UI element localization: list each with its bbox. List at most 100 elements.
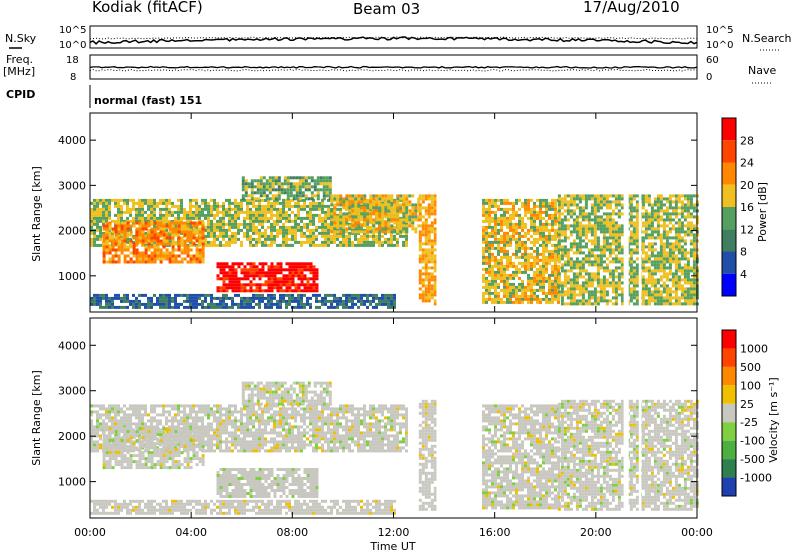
power-cell bbox=[408, 224, 412, 228]
power-cell bbox=[372, 243, 375, 247]
power-cell bbox=[617, 230, 621, 234]
power-cell bbox=[692, 239, 696, 243]
power-cell bbox=[381, 221, 385, 225]
power-cell bbox=[433, 236, 437, 240]
power-cell bbox=[620, 224, 624, 228]
power-cell bbox=[348, 194, 352, 198]
power-cell bbox=[279, 296, 282, 300]
power-cell bbox=[581, 233, 585, 237]
power-cell bbox=[518, 300, 521, 304]
power-cell bbox=[647, 197, 651, 201]
power-cell bbox=[366, 227, 370, 231]
power-cell bbox=[494, 210, 497, 214]
power-cell bbox=[494, 264, 497, 268]
power-cell bbox=[165, 236, 169, 240]
power-cell bbox=[322, 176, 326, 180]
power-cell bbox=[348, 206, 352, 210]
power-cell bbox=[393, 243, 396, 247]
power-cell bbox=[500, 198, 503, 202]
power-cell bbox=[427, 233, 431, 237]
power-cell bbox=[656, 263, 660, 267]
power-cell bbox=[162, 221, 166, 225]
power-cell bbox=[635, 200, 639, 204]
power-cell bbox=[219, 299, 222, 303]
power-cell bbox=[527, 252, 530, 256]
power-cell bbox=[267, 234, 270, 238]
power-cell bbox=[671, 200, 675, 204]
power-cell bbox=[692, 263, 696, 267]
power-cell bbox=[276, 210, 279, 214]
power-cell bbox=[147, 219, 150, 223]
power-cell bbox=[554, 288, 557, 292]
power-cell bbox=[285, 277, 289, 281]
power-cell bbox=[117, 222, 120, 226]
power-cell bbox=[614, 227, 618, 231]
power-cell bbox=[325, 191, 329, 195]
power-cell bbox=[542, 273, 545, 277]
power-cell bbox=[357, 209, 361, 213]
power-cell bbox=[180, 219, 183, 223]
power-cell bbox=[668, 260, 672, 264]
power-cell bbox=[433, 209, 437, 213]
power-cell bbox=[427, 296, 431, 300]
power-cell bbox=[590, 212, 594, 216]
power-cell bbox=[686, 215, 690, 219]
power-cell bbox=[348, 240, 351, 244]
power-cell bbox=[288, 216, 291, 220]
power-cell bbox=[482, 285, 485, 289]
power-cell bbox=[258, 204, 261, 208]
power-cell bbox=[491, 276, 494, 280]
power-cell bbox=[506, 297, 509, 301]
power-cell bbox=[271, 176, 275, 180]
power-cell bbox=[241, 188, 245, 192]
power-cell bbox=[246, 283, 250, 287]
power-cell bbox=[665, 239, 669, 243]
power-cell bbox=[141, 198, 144, 202]
power-cell bbox=[599, 266, 603, 270]
power-cell bbox=[390, 206, 394, 210]
power-cell bbox=[300, 283, 304, 287]
power-cell bbox=[301, 194, 305, 198]
power-cell bbox=[330, 237, 333, 241]
power-cell bbox=[509, 228, 512, 232]
power-cell bbox=[147, 207, 150, 211]
power-cell bbox=[270, 262, 274, 266]
power-cell bbox=[542, 279, 545, 283]
power-cell bbox=[548, 297, 551, 301]
power-cell bbox=[411, 227, 415, 231]
power-cell bbox=[102, 216, 105, 220]
power-cell bbox=[268, 191, 272, 195]
power-cell bbox=[319, 176, 323, 180]
power-cell bbox=[129, 239, 133, 243]
power-cell bbox=[629, 218, 633, 222]
power-cell bbox=[396, 221, 400, 225]
power-cell bbox=[512, 285, 515, 289]
power-cell bbox=[539, 201, 542, 205]
power-cell bbox=[231, 207, 234, 211]
power-cell bbox=[632, 242, 636, 246]
power-cell bbox=[584, 257, 588, 261]
power-cell bbox=[240, 299, 243, 303]
power-cell bbox=[348, 197, 352, 201]
freq-nave-panel: Freq. [MHz] 18 8 60 0 Nave bbox=[3, 53, 776, 84]
power-cell bbox=[141, 207, 144, 211]
power-cell bbox=[120, 230, 124, 234]
power-cell bbox=[99, 299, 102, 303]
power-cell bbox=[656, 287, 660, 291]
power-cell bbox=[288, 286, 292, 290]
power-cell bbox=[497, 273, 500, 277]
power-cell bbox=[647, 242, 651, 246]
power-cell bbox=[563, 245, 567, 249]
power-cell bbox=[578, 239, 582, 243]
power-cell bbox=[312, 222, 315, 226]
power-cell bbox=[418, 194, 422, 198]
power-cell bbox=[316, 176, 320, 180]
power-cell bbox=[560, 233, 564, 237]
power-cell bbox=[282, 274, 286, 278]
power-cell bbox=[560, 200, 564, 204]
power-cell bbox=[180, 239, 184, 243]
power-cell bbox=[411, 224, 415, 228]
power-cell bbox=[189, 305, 192, 309]
power-cell bbox=[144, 245, 148, 249]
power-cell bbox=[500, 279, 503, 283]
